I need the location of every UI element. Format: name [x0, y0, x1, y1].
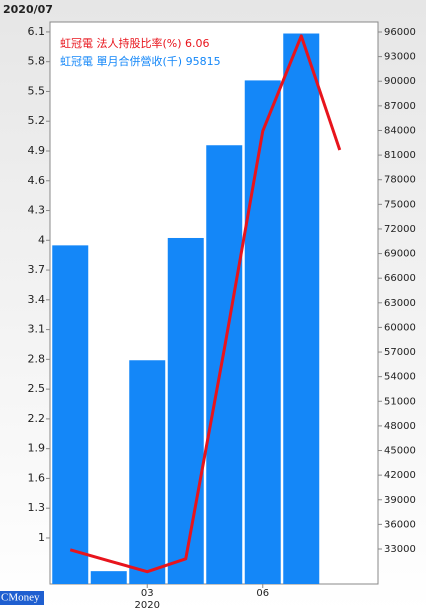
y-tick-label: 4.6 — [28, 174, 46, 187]
y-tick-label: 2.8 — [28, 352, 46, 365]
bar — [90, 571, 127, 584]
legend-value: 6.06 — [185, 37, 210, 50]
y2-tick-label: 84000 — [384, 125, 416, 136]
bar — [244, 80, 281, 584]
y2-tick-label: 93000 — [384, 52, 416, 63]
legend-stock: 虹冠電 — [60, 37, 93, 50]
y2-tick-label: 81000 — [384, 150, 416, 161]
bar — [129, 360, 166, 584]
y2-tick-label: 69000 — [384, 249, 416, 260]
y2-tick-label: 36000 — [384, 519, 416, 530]
legend-stock: 虹冠電 — [60, 55, 93, 68]
x-tick-label: 06 — [256, 588, 269, 599]
brand: CMoney — [1, 592, 40, 604]
y-tick-label: 3.1 — [28, 323, 46, 336]
y2-tick-label: 63000 — [384, 298, 416, 309]
y-tick-label: 5.5 — [28, 84, 46, 97]
legend-name: 單月合併營收(千) — [97, 54, 183, 68]
legend-value: 95815 — [186, 55, 221, 68]
y-tick-label: 2.5 — [28, 382, 46, 395]
y2-tick-label: 54000 — [384, 372, 416, 383]
y-tick-label: 4.3 — [28, 204, 46, 217]
y2-tick-label: 57000 — [384, 347, 416, 358]
y2-tick-label: 45000 — [384, 446, 416, 457]
y-tick-label: 4.9 — [28, 144, 46, 157]
y2-tick-label: 96000 — [384, 27, 416, 38]
legend-bg — [56, 34, 242, 72]
y-tick-label: 5.2 — [28, 114, 46, 127]
bar — [206, 145, 243, 584]
y2-tick-label: 33000 — [384, 544, 416, 555]
y-tick-label: 1 — [38, 531, 45, 544]
legend-entry: 虹冠電 單月合併營收(千) 95815 — [60, 54, 221, 68]
y-tick-label: 1.3 — [28, 501, 46, 514]
y2-tick-label: 75000 — [384, 199, 416, 210]
legend-name: 法人持股比率(%) — [97, 36, 182, 50]
bar — [167, 237, 204, 585]
line — [69, 34, 342, 574]
y2-tick-label: 87000 — [384, 101, 416, 112]
y2-tick-label: 72000 — [384, 224, 416, 235]
y2-tick-label: 42000 — [384, 470, 416, 481]
x-year-label: 2020 — [135, 600, 160, 611]
brand-bg — [0, 591, 44, 605]
y2-tick-label: 39000 — [384, 495, 416, 506]
bar — [52, 245, 89, 584]
y2-tick-label: 48000 — [384, 421, 416, 432]
y-tick-label: 1.9 — [28, 442, 46, 455]
y2-tick-label: 78000 — [384, 175, 416, 186]
y2-tick-label: 66000 — [384, 273, 416, 284]
x-tick-label: 03 — [141, 588, 154, 599]
y-tick-label: 2.2 — [28, 412, 46, 425]
date-label: 2020/07 — [3, 3, 53, 16]
y2-tick-label: 90000 — [384, 76, 416, 87]
y-tick-label: 4 — [38, 233, 45, 246]
y2-tick-label: 51000 — [384, 396, 416, 407]
y-tick-label: 1.6 — [28, 471, 46, 484]
y-tick-label: 3.7 — [28, 263, 46, 276]
y-tick-label: 3.4 — [28, 293, 46, 306]
y2-tick-label: 60000 — [384, 322, 416, 333]
y-tick-label: 6.1 — [28, 25, 46, 38]
legend-entry: 虹冠電 法人持股比率(%) 6.06 — [60, 36, 210, 50]
y-tick-label: 5.8 — [28, 55, 46, 68]
bar — [283, 33, 320, 584]
